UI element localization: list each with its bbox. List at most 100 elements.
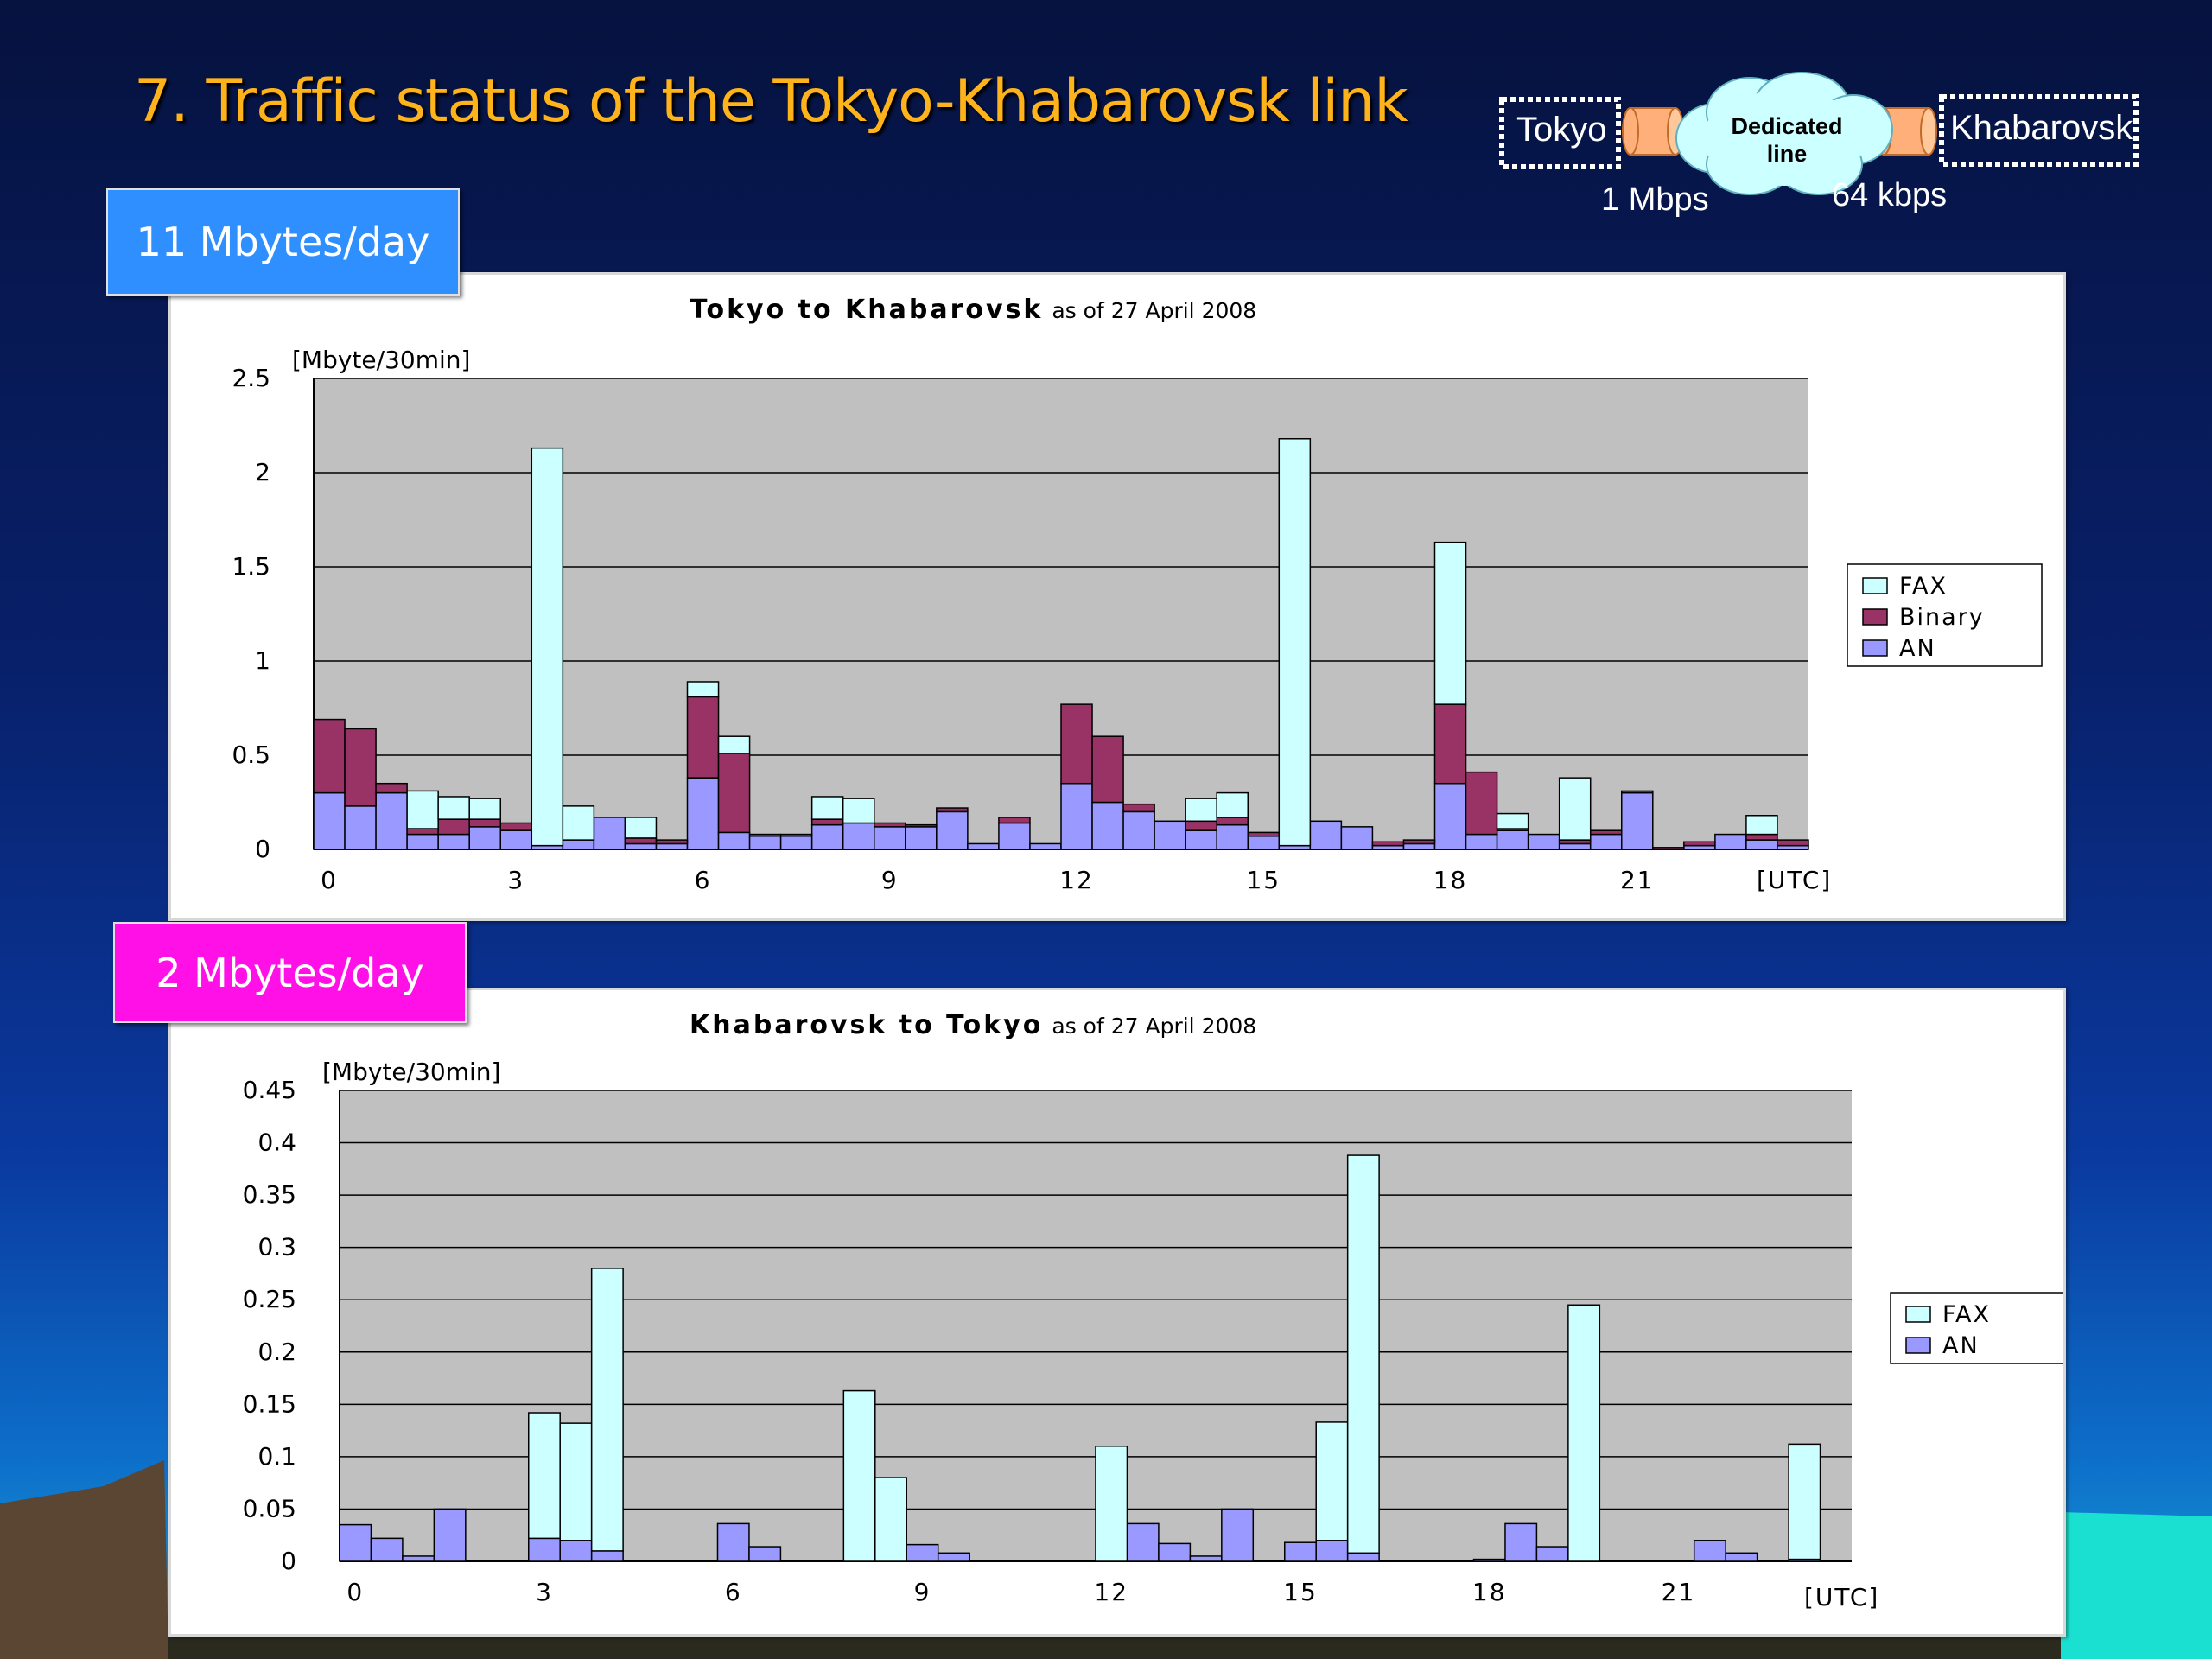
bar-an: [375, 791, 408, 850]
legend-label: FAX: [1899, 573, 1948, 600]
bar-binary: [344, 728, 377, 807]
legend-label: FAX: [1942, 1301, 1991, 1328]
bar-an: [1433, 782, 1467, 850]
bar-binary: [1216, 817, 1249, 826]
bar-an: [716, 1522, 750, 1562]
bar-an: [593, 817, 626, 850]
bar-an: [1558, 842, 1592, 850]
bar-an: [1465, 833, 1498, 850]
link-diagram: Tokyo Khabarovsk Dedicated line 1 Mbps 6…: [1491, 69, 2147, 233]
y-tick-label: 0.2: [257, 1338, 296, 1366]
bar-binary: [1777, 839, 1809, 847]
bar-binary: [1091, 735, 1124, 804]
y-axis-label: [Mbyte/30min]: [292, 346, 470, 374]
sea-right: [2061, 1512, 2212, 1659]
chart-subtitle: as of 27 April 2008: [1052, 298, 1256, 323]
x-tick-label: 21: [1662, 1578, 1696, 1606]
x-tick-label: 9: [881, 866, 899, 894]
y-tick-label: 1: [255, 646, 270, 675]
bar-binary: [655, 839, 689, 845]
bar-an: [1621, 791, 1654, 850]
x-tick-label: 21: [1620, 866, 1655, 894]
ground-strip: [168, 1633, 2061, 1659]
bar-binary: [779, 833, 813, 837]
bar-binary: [936, 807, 969, 813]
bar-fax: [1095, 1446, 1128, 1562]
bar-binary: [1465, 771, 1498, 836]
bar-fax: [874, 1477, 908, 1562]
bar-fax: [468, 798, 502, 820]
chart-title: Tokyo to Khabarovsk as of 27 April 2008: [690, 295, 1256, 325]
x-tick-label: 6: [725, 1578, 742, 1606]
x-tick-label: 0: [346, 1578, 364, 1606]
khabarovsk-to-tokyo-chart-panel: Khabarovsk to Tokyo as of 27 April 2008 0 0…: [168, 988, 2066, 1637]
y-tick-label: 0: [255, 835, 270, 863]
y-tick-label: 1.5: [232, 552, 270, 581]
legend-swatch-binary: [1862, 608, 1888, 626]
bar-an: [1154, 820, 1186, 850]
bar-binary: [313, 718, 346, 794]
bar-an: [936, 810, 969, 850]
bar-an: [1185, 830, 1217, 850]
bar-an: [748, 1546, 782, 1562]
bar-an: [406, 833, 439, 850]
bar-fax: [590, 1268, 624, 1552]
bar-an: [1126, 1522, 1160, 1562]
bar-binary: [437, 818, 470, 836]
y-tick-label: 0: [281, 1547, 296, 1575]
bar-an: [562, 839, 595, 850]
bar-an: [937, 1552, 970, 1562]
bar-an: [1346, 1552, 1380, 1562]
bar-an: [1527, 833, 1560, 850]
bar-binary: [1589, 830, 1623, 836]
cloud-label-line1: Dedicated: [1731, 113, 1843, 139]
legend-swatch-fax: [1905, 1306, 1931, 1323]
bar-fax: [624, 817, 658, 839]
chart-title-text: Tokyo to Khabarovsk: [690, 295, 1043, 325]
bar-binary: [1433, 703, 1467, 785]
bar-fax: [1278, 438, 1312, 847]
bar-fax: [717, 735, 751, 754]
bar-an: [906, 1543, 939, 1562]
bar-fax: [1185, 798, 1217, 823]
bar-fax: [531, 447, 564, 847]
bar-an: [967, 842, 1000, 850]
x-tick-label: 3: [507, 866, 524, 894]
bar-binary: [406, 828, 439, 836]
bar-binary: [1402, 839, 1436, 845]
bar-binary: [810, 818, 844, 826]
x-tick-label: 3: [536, 1578, 553, 1606]
bar-binary: [874, 822, 906, 828]
bar-an: [779, 835, 813, 850]
x-tick-label: 9: [914, 1578, 931, 1606]
y-tick-label: 2.5: [232, 364, 270, 392]
tokyo-node-label: Tokyo: [1516, 111, 1607, 149]
y-tick-label: 0.15: [243, 1389, 296, 1418]
bar-binary: [1683, 841, 1716, 847]
bar-an: [624, 842, 658, 850]
bar-an: [590, 1550, 624, 1562]
bar-binary: [375, 782, 408, 794]
bar-an: [1122, 810, 1155, 850]
bar-an: [1216, 823, 1249, 850]
bar-an: [468, 826, 502, 850]
legend-swatch-an: [1905, 1337, 1931, 1354]
bar-an: [1189, 1555, 1223, 1562]
bar-binary: [905, 823, 938, 828]
khabarovsk-to-tokyo-volume-badge: 2 Mbytes/day: [113, 922, 467, 1023]
bar-binary: [1247, 831, 1281, 837]
tokyo-to-khabarovsk-chart-panel: Tokyo to Khabarovsk as of 27 April 2008 0 0…: [168, 272, 2066, 921]
legend-label: AN: [1899, 635, 1936, 662]
bar-fax: [1788, 1443, 1821, 1560]
x-tick-label: 12: [1094, 1578, 1128, 1606]
bar-fax: [1567, 1304, 1601, 1562]
x-tick-label: 0: [321, 866, 338, 894]
bar-an: [686, 777, 720, 850]
x-tick-label: 18: [1433, 866, 1468, 894]
bar-fax: [559, 1422, 593, 1541]
bar-binary: [748, 833, 782, 837]
y-tick-label: 0.4: [257, 1128, 296, 1157]
bar-an: [1693, 1540, 1726, 1562]
bar-an: [1029, 842, 1062, 850]
